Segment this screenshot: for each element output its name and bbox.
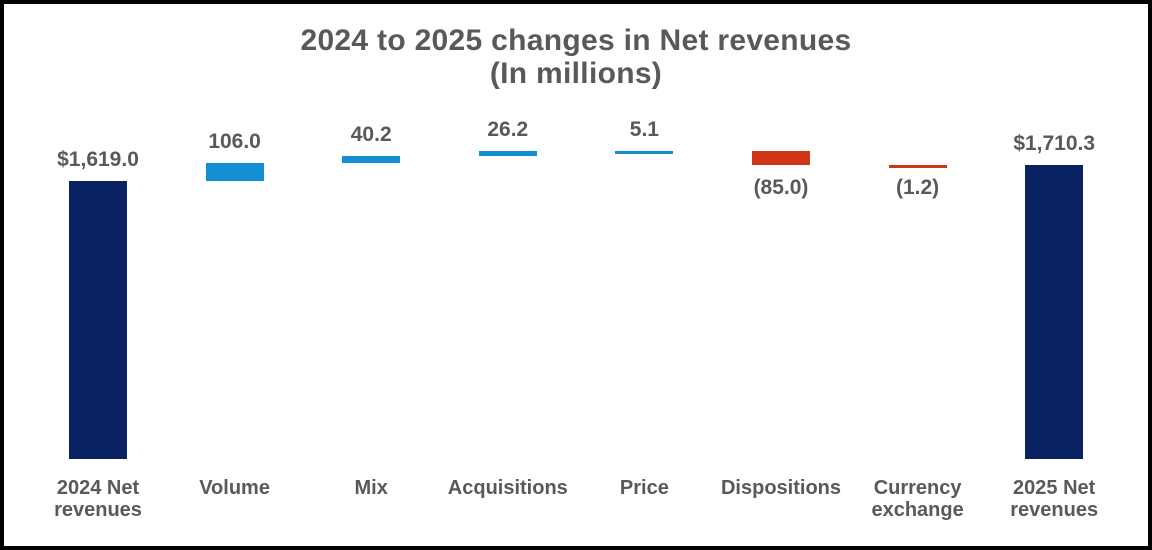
category-label-currency-exchange: Currency exchange (871, 477, 964, 521)
category-label-2025-net-revenues: 2025 Net revenues (1010, 477, 1099, 521)
waterfall-bar-price (615, 150, 674, 154)
category-label-2024-net-revenues: 2024 Net revenues (54, 477, 142, 521)
value-label-2025-net-revenues: $1,710.3 (1013, 132, 1096, 156)
value-label-acquisitions: 26.2 (487, 118, 529, 142)
category-label-acquisitions: Acquisitions (447, 477, 568, 499)
waterfall-bar-mix (342, 155, 401, 163)
category-label-volume: Volume (199, 477, 270, 499)
waterfall-bar-2024-net-revenues (69, 181, 127, 459)
value-label-price: 5.1 (629, 117, 659, 141)
waterfall-bar-acquisitions (478, 151, 537, 156)
category-label-price: Price (619, 477, 669, 499)
value-label-dispositions: (85.0) (753, 176, 809, 200)
category-label-mix: Mix (354, 477, 388, 499)
waterfall-bar-2025-net-revenues (1025, 165, 1084, 459)
waterfall-bar-volume (205, 162, 264, 181)
waterfall-bar-dispositions (752, 150, 810, 166)
category-label-dispositions: Dispositions (720, 477, 841, 499)
value-label-currency-exchange: (1.2) (896, 176, 940, 200)
value-label-mix: 40.2 (350, 122, 392, 146)
value-label-volume: 106.0 (208, 129, 261, 153)
chart-title-block: 2024 to 2025 changes in Net revenues (In… (0, 24, 1152, 90)
value-label-2024-net-revenues: $1,619.0 (57, 148, 139, 171)
chart-title: 2024 to 2025 changes in Net revenues (300, 24, 852, 57)
chart-subtitle: (In millions) (489, 57, 663, 90)
waterfall-bar-currency-exchange (888, 165, 947, 169)
